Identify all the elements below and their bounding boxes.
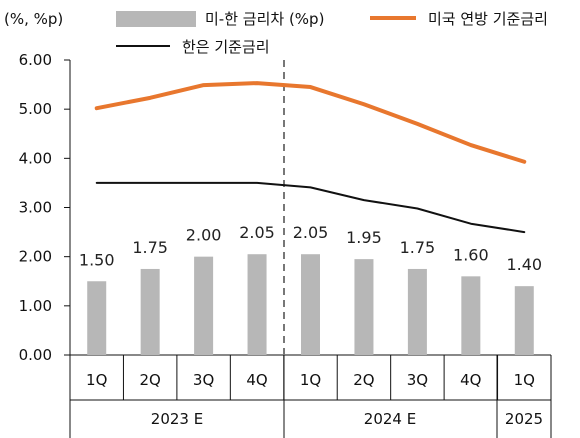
y-tick-label: 0.00 [19, 346, 52, 364]
bar-spread [407, 268, 427, 355]
category-axis: 2023 E 2024 E 2025 1Q 2Q 3Q 4Q 1Q 2Q 3Q 4Q 1Q [70, 355, 552, 438]
category-label: 4Q [460, 371, 481, 389]
bar-spread [87, 281, 107, 355]
bar-data-labels: 1.50 1.75 2.00 2.05 2.05 1.95 1.75 1.60 1.40 [79, 223, 542, 274]
category-label: 1Q [514, 371, 535, 389]
category-label: 1Q [300, 371, 321, 389]
category-label: 1Q [86, 371, 107, 389]
y-tick-label: 1.00 [19, 297, 52, 315]
group-label-2023: 2023 E [151, 410, 203, 428]
bar-spread [461, 276, 481, 355]
bar-value-label: 2.05 [239, 223, 275, 242]
bar-value-label: 1.50 [79, 250, 115, 269]
category-label: 4Q [246, 371, 267, 389]
bar-value-label: 1.95 [346, 228, 382, 247]
category-label: 3Q [193, 371, 214, 389]
bar-series [87, 254, 534, 355]
category-label: 3Q [407, 371, 428, 389]
line-us-fed-rate [94, 81, 527, 164]
y-tick-label: 6.00 [19, 51, 52, 69]
line-series [94, 81, 527, 234]
legend-label-us-rate: 미국 연방 기준금리 [428, 10, 548, 28]
y-tick-label: 2.00 [19, 248, 52, 266]
line-bok-base-rate [95, 181, 526, 234]
bar-spread [354, 259, 374, 355]
bar-spread [514, 286, 534, 355]
category-label: 2Q [353, 371, 374, 389]
category-label: 2Q [139, 371, 160, 389]
bar-value-label: 2.00 [186, 226, 222, 245]
legend-label-spread: 미-한 금리차 (%p) [205, 10, 324, 28]
bar-spread [194, 256, 214, 355]
group-label-2025: 2025 [505, 410, 543, 428]
bar-spread [140, 268, 160, 355]
y-tick-label: 4.00 [19, 149, 52, 167]
bar-value-label: 1.75 [132, 238, 168, 257]
legend-label-kr-rate: 한은 기준금리 [182, 38, 270, 56]
group-label-2024: 2024 E [364, 410, 416, 428]
y-axis: 6.00 5.00 4.00 3.00 2.00 1.00 0.00 [19, 51, 70, 364]
bar-value-label: 1.40 [506, 255, 542, 274]
bar-value-label: 1.60 [453, 245, 489, 264]
y-tick-label: 3.00 [19, 199, 52, 217]
legend: 미-한 금리차 (%p) 미국 연방 기준금리 한은 기준금리 [116, 10, 548, 56]
bar-value-label: 2.05 [293, 223, 329, 242]
legend-swatch-spread [116, 11, 196, 27]
bar-value-label: 1.75 [400, 238, 436, 257]
y-tick-label: 5.00 [19, 100, 52, 118]
bar-spread [301, 254, 320, 355]
bar-spread [247, 254, 267, 355]
unit-label: (%, %p) [4, 10, 63, 28]
